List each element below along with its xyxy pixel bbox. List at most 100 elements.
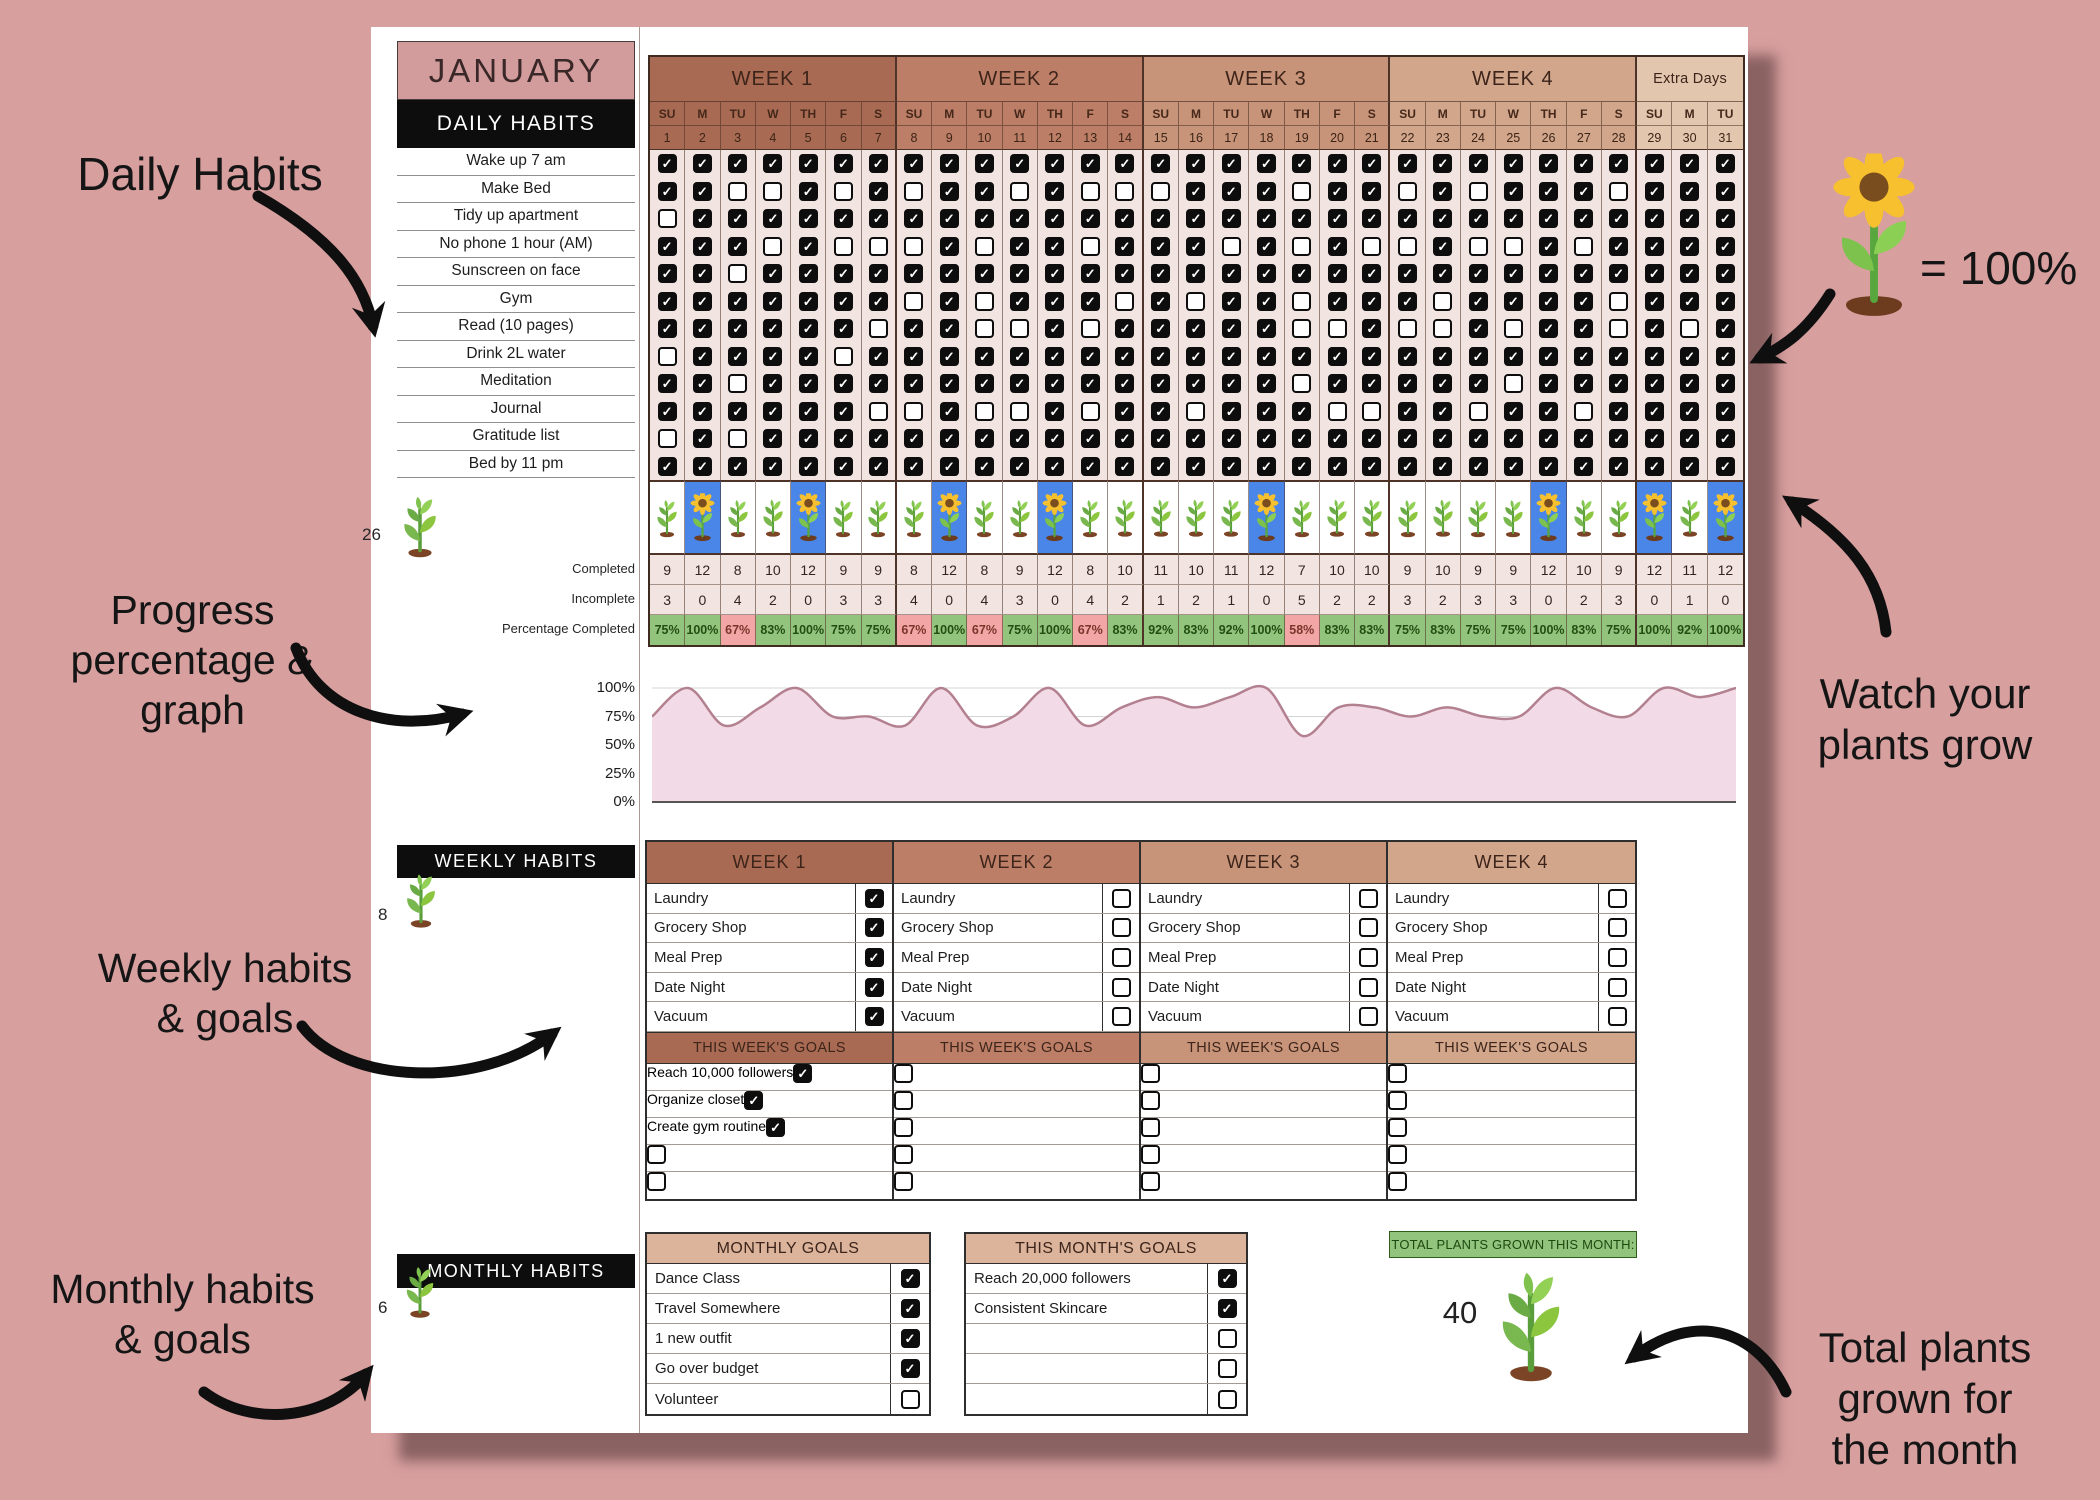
checkbox-checked[interactable]: ✓ [1433,401,1453,421]
checkbox-checked[interactable]: ✓ [766,1117,786,1137]
checkbox-checked[interactable]: ✓ [1115,319,1135,339]
checkbox-checked[interactable]: ✓ [1433,264,1453,284]
checkbox-checked[interactable]: ✓ [1574,154,1594,174]
checkbox-checked[interactable]: ✓ [1292,401,1312,421]
checkbox-checked[interactable]: ✓ [1186,181,1206,201]
checkbox-checked[interactable]: ✓ [868,374,888,394]
checkbox-checked[interactable]: ✓ [1186,209,1206,229]
checkbox-checked[interactable]: ✓ [1644,154,1664,174]
checkbox-checked[interactable]: ✓ [1715,236,1735,256]
checkbox-checked[interactable]: ✓ [1045,291,1065,311]
checkbox-unchecked[interactable] [1388,1171,1407,1191]
checkbox-checked[interactable]: ✓ [692,291,712,311]
checkbox-checked[interactable]: ✓ [868,291,888,311]
checkbox-checked[interactable]: ✓ [1398,374,1418,394]
checkbox-unchecked[interactable] [728,264,748,284]
checkbox-checked[interactable]: ✓ [1151,264,1171,284]
checkbox-checked[interactable]: ✓ [1574,181,1594,201]
checkbox-checked[interactable]: ✓ [1327,429,1347,449]
checkbox-checked[interactable]: ✓ [868,209,888,229]
checkbox-checked[interactable]: ✓ [657,401,677,421]
checkbox-checked[interactable]: ✓ [1010,346,1030,366]
checkbox-checked[interactable]: ✓ [1680,346,1700,366]
checkbox-checked[interactable]: ✓ [1257,236,1276,256]
checkbox-checked[interactable]: ✓ [833,374,853,394]
checkbox-checked[interactable]: ✓ [657,374,677,394]
checkbox-checked[interactable]: ✓ [939,346,959,366]
checkbox-unchecked[interactable] [974,401,994,421]
checkbox-checked[interactable]: ✓ [868,429,888,449]
checkbox-checked[interactable]: ✓ [833,264,853,284]
checkbox-unchecked[interactable] [1468,236,1488,256]
checkbox-unchecked[interactable] [647,1171,666,1191]
checkbox-checked[interactable]: ✓ [798,154,818,174]
checkbox-checked[interactable]: ✓ [692,209,712,229]
checkbox-checked[interactable]: ✓ [1327,374,1347,394]
checkbox-checked[interactable]: ✓ [1362,291,1382,311]
checkbox-checked[interactable]: ✓ [1539,264,1559,284]
checkbox-unchecked[interactable] [1111,977,1131,997]
checkbox-checked[interactable]: ✓ [728,346,748,366]
checkbox-checked[interactable]: ✓ [1045,374,1065,394]
checkbox-unchecked[interactable] [1186,401,1206,421]
checkbox-checked[interactable]: ✓ [728,291,748,311]
checkbox-checked[interactable]: ✓ [1398,429,1418,449]
checkbox-checked[interactable]: ✓ [1398,154,1418,174]
checkbox-checked[interactable]: ✓ [1010,209,1030,229]
checkbox-checked[interactable]: ✓ [1715,319,1735,339]
checkbox-checked[interactable]: ✓ [763,456,783,476]
checkbox-checked[interactable]: ✓ [1115,209,1135,229]
checkbox-unchecked[interactable] [1010,401,1030,421]
checkbox-unchecked[interactable] [1398,319,1418,339]
checkbox-unchecked[interactable] [894,1090,913,1110]
checkbox-unchecked[interactable] [868,401,888,421]
checkbox-checked[interactable]: ✓ [1539,346,1559,366]
checkbox-checked[interactable]: ✓ [1221,319,1241,339]
checkbox-checked[interactable]: ✓ [1010,291,1030,311]
checkbox-unchecked[interactable] [1607,1007,1627,1027]
checkbox-checked[interactable]: ✓ [1080,209,1100,229]
checkbox-checked[interactable]: ✓ [1045,209,1065,229]
checkbox-unchecked[interactable] [1010,181,1030,201]
checkbox-checked[interactable]: ✓ [1221,291,1241,311]
checkbox-unchecked[interactable] [657,346,677,366]
checkbox-checked[interactable]: ✓ [833,429,853,449]
checkbox-checked[interactable]: ✓ [1362,264,1382,284]
checkbox-checked[interactable]: ✓ [1715,264,1735,284]
checkbox-checked[interactable]: ✓ [1257,429,1276,449]
checkbox-checked[interactable]: ✓ [1715,401,1735,421]
checkbox-checked[interactable]: ✓ [939,264,959,284]
checkbox-checked[interactable]: ✓ [1644,236,1664,256]
month-goal-text[interactable]: Consistent Skincare [966,1294,1208,1323]
checkbox-checked[interactable]: ✓ [763,154,783,174]
checkbox-checked[interactable]: ✓ [1433,154,1453,174]
checkbox-checked[interactable]: ✓ [939,456,959,476]
checkbox-checked[interactable]: ✓ [657,181,677,201]
checkbox-checked[interactable]: ✓ [1715,209,1735,229]
checkbox-unchecked[interactable] [974,319,994,339]
checkbox-checked[interactable]: ✓ [1539,401,1559,421]
checkbox-checked[interactable]: ✓ [1574,374,1594,394]
checkbox-checked[interactable]: ✓ [692,456,712,476]
checkbox-checked[interactable]: ✓ [1715,456,1735,476]
checkbox-unchecked[interactable] [1362,236,1382,256]
checkbox-checked[interactable]: ✓ [1468,456,1488,476]
checkbox-unchecked[interactable] [647,1144,666,1164]
checkbox-checked[interactable]: ✓ [692,181,712,201]
checkbox-checked[interactable]: ✓ [728,401,748,421]
monthly-goal-text[interactable]: Dance Class [647,1264,891,1293]
checkbox-checked[interactable]: ✓ [1115,374,1135,394]
checkbox-checked[interactable]: ✓ [1433,236,1453,256]
checkbox-checked[interactable]: ✓ [1468,291,1488,311]
checkbox-unchecked[interactable] [1141,1090,1160,1110]
checkbox-checked[interactable]: ✓ [1362,374,1382,394]
checkbox-checked[interactable]: ✓ [763,319,783,339]
checkbox-checked[interactable]: ✓ [1151,401,1171,421]
checkbox-unchecked[interactable] [1217,1389,1237,1409]
checkbox-checked[interactable]: ✓ [1503,209,1523,229]
checkbox-checked[interactable]: ✓ [1010,429,1030,449]
weekly-goal-text[interactable]: Create gym routine [647,1117,767,1134]
checkbox-checked[interactable]: ✓ [1221,401,1241,421]
checkbox-unchecked[interactable] [1141,1117,1160,1137]
checkbox-unchecked[interactable] [1141,1144,1160,1164]
